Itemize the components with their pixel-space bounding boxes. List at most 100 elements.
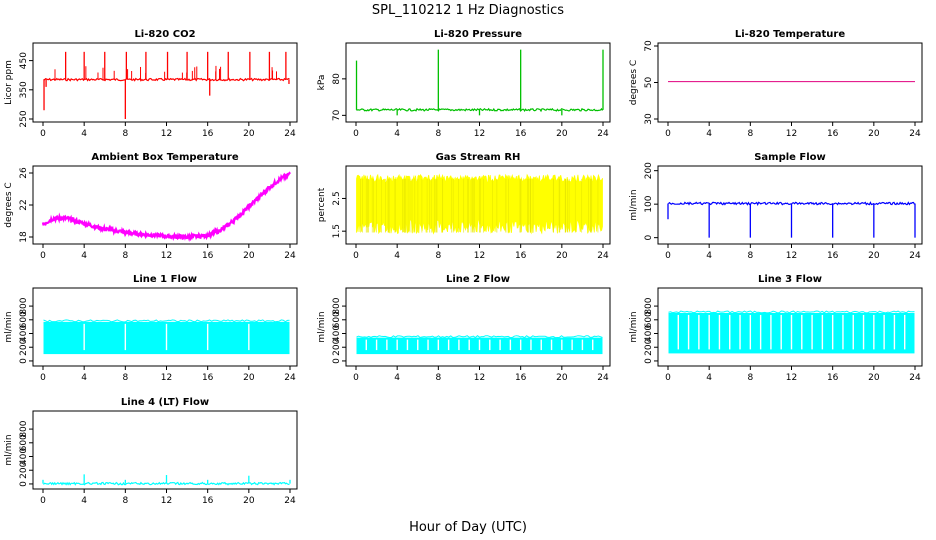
panel-4: Ambient Box Temperature 0 4 8 12 16 20 24 18 22 26… (4, 152, 298, 261)
x-tick-label: 8 (435, 129, 441, 139)
y-tick-label: 0 (332, 358, 342, 364)
plot-frame (345, 287, 611, 367)
y-tick-label: 70 (332, 109, 342, 121)
data-series (667, 201, 916, 238)
x-tick-label: 4 (394, 373, 400, 383)
y-tick-label: 600 (644, 311, 654, 328)
plot-frame (657, 165, 923, 245)
x-tick-label: 12 (474, 251, 485, 261)
x-tick-label: 4 (706, 373, 712, 383)
y-axis-label: ml/min (629, 189, 639, 220)
panel-title: Line 4 (LT) Flow (121, 397, 209, 408)
x-tick-label: 4 (706, 129, 712, 139)
x-tick-label: 4 (81, 251, 87, 261)
y-axis-label: degrees C (4, 182, 14, 227)
y-axis-label: ml/min (317, 311, 327, 342)
data-series (43, 51, 290, 119)
x-tick-label: 4 (81, 129, 87, 139)
y-tick-label: 22 (19, 199, 29, 210)
x-tick-label: 8 (122, 496, 128, 506)
x-tick-label: 0 (665, 251, 671, 261)
x-tick-label: 12 (161, 251, 172, 261)
x-tick-label: 12 (474, 129, 485, 139)
panel-2: Li-820 Pressure 0 4 8 12 16 20 24 70 80 kPa (317, 29, 611, 139)
y-tick-label: 0 (644, 235, 654, 241)
y-tick-label: 600 (332, 311, 342, 328)
x-tick-label: 4 (394, 129, 400, 139)
x-tick-label: 16 (515, 373, 527, 383)
y-tick-label: 800 (644, 297, 654, 314)
y-tick-label: 800 (19, 420, 29, 437)
x-tick-label: 0 (40, 496, 46, 506)
x-tick-label: 16 (827, 251, 839, 261)
panel-title: Gas Stream RH (436, 152, 521, 163)
y-tick-label: 2.5 (332, 191, 342, 205)
figure-xlabel: Hour of Day (UTC) (409, 520, 527, 535)
x-tick-label: 12 (161, 129, 172, 139)
x-tick-label: 16 (202, 373, 214, 383)
y-tick-label: 80 (332, 73, 342, 85)
series-baseline (43, 77, 290, 82)
panel-title: Sample Flow (754, 152, 826, 163)
x-tick-label: 8 (747, 251, 753, 261)
y-tick-label: 200 (644, 338, 654, 355)
x-tick-label: 20 (868, 129, 880, 139)
x-tick-label: 0 (40, 251, 46, 261)
x-tick-label: 24 (284, 373, 296, 383)
x-tick-label: 8 (435, 373, 441, 383)
panel-6: Sample Flow 0 4 8 12 16 20 24 0 100 200 ml/min (629, 152, 923, 261)
x-tick-label: 0 (353, 129, 359, 139)
x-tick-label: 20 (243, 129, 255, 139)
x-tick-label: 24 (284, 496, 296, 506)
y-tick-label: 70 (644, 40, 654, 52)
y-axis-label: percent (317, 187, 327, 222)
y-tick-label: 400 (19, 325, 29, 342)
x-tick-label: 16 (202, 129, 214, 139)
x-tick-label: 8 (122, 373, 128, 383)
figure-title: SPL_110212 1 Hz Diagnostics (372, 3, 564, 18)
y-tick-label: 250 (19, 110, 29, 127)
y-tick-label: 800 (19, 297, 29, 314)
y-tick-label: 350 (19, 81, 29, 98)
y-tick-label: 0 (644, 358, 654, 364)
y-tick-label: 30 (644, 113, 654, 125)
y-axis-label: degrees C (629, 60, 639, 105)
data-series (668, 310, 915, 354)
plot-frame (345, 42, 611, 123)
y-tick-label: 400 (19, 448, 29, 465)
x-tick-label: 8 (122, 251, 128, 261)
data-series (43, 319, 290, 355)
x-tick-label: 24 (597, 373, 609, 383)
plot-frame (32, 42, 298, 123)
x-tick-label: 12 (161, 496, 172, 506)
x-tick-label: 20 (243, 251, 255, 261)
panel-title: Li-820 Pressure (434, 29, 522, 40)
data-series (356, 173, 603, 235)
x-tick-label: 12 (786, 251, 797, 261)
plot-frame (657, 42, 923, 123)
x-tick-label: 24 (597, 251, 609, 261)
x-tick-label: 16 (202, 251, 214, 261)
plot-frame (32, 410, 298, 490)
y-tick-label: 200 (19, 338, 29, 355)
y-tick-label: 200 (19, 461, 29, 478)
y-tick-label: 400 (644, 325, 654, 342)
panel-title: Li-820 Temperature (735, 29, 845, 40)
y-tick-label: 0 (19, 481, 29, 487)
x-tick-label: 16 (202, 496, 214, 506)
x-tick-label: 8 (747, 129, 753, 139)
y-axis-label: ml/min (4, 311, 14, 342)
x-tick-label: 20 (556, 373, 568, 383)
y-tick-label: 26 (19, 167, 29, 179)
x-tick-label: 0 (353, 373, 359, 383)
x-tick-label: 0 (665, 129, 671, 139)
x-tick-label: 24 (909, 129, 921, 139)
x-tick-label: 24 (284, 129, 296, 139)
series-edge (668, 310, 915, 314)
panel-title: Li-820 CO2 (134, 29, 195, 40)
